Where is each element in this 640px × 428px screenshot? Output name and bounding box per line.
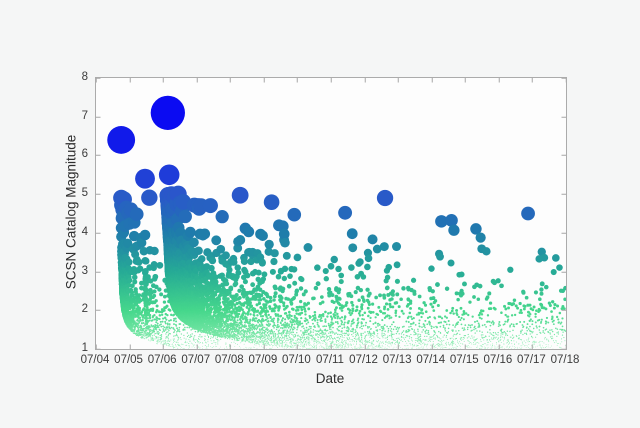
y-tick-label: 2	[81, 303, 88, 316]
x-tick-label: 07/08	[214, 354, 244, 366]
x-axis-title: Date	[315, 371, 345, 386]
x-tick-label: 07/11	[316, 354, 344, 366]
y-tick-label: 1	[81, 342, 88, 354]
x-tick-label: 07/07	[181, 354, 211, 366]
y-tick-label: 7	[81, 109, 88, 122]
x-tick-label: 07/12	[349, 354, 378, 366]
y-tick-label: 6	[81, 148, 88, 161]
y-tick-label: 8	[81, 71, 88, 83]
y-tick-label: 5	[81, 187, 88, 200]
x-tick-label: 07/10	[282, 354, 311, 366]
scatter-canvas	[96, 78, 566, 349]
x-tick-label: 07/05	[114, 354, 143, 366]
x-tick-label: 07/06	[147, 354, 177, 366]
x-tick-label: 07/04	[80, 354, 110, 366]
x-tick-label: 07/17	[517, 354, 546, 366]
y-tick-label: 3	[81, 264, 88, 277]
x-tick-label: 07/18	[550, 354, 580, 366]
x-tick-label: 07/09	[248, 354, 278, 366]
y-tick-label: 4	[81, 225, 88, 238]
x-tick-label: 07/13	[382, 354, 412, 366]
x-tick-label: 07/15	[449, 354, 479, 366]
x-tick-label: 07/16	[483, 354, 513, 366]
plot-box	[95, 77, 567, 350]
x-tick-label: 07/14	[416, 354, 446, 366]
